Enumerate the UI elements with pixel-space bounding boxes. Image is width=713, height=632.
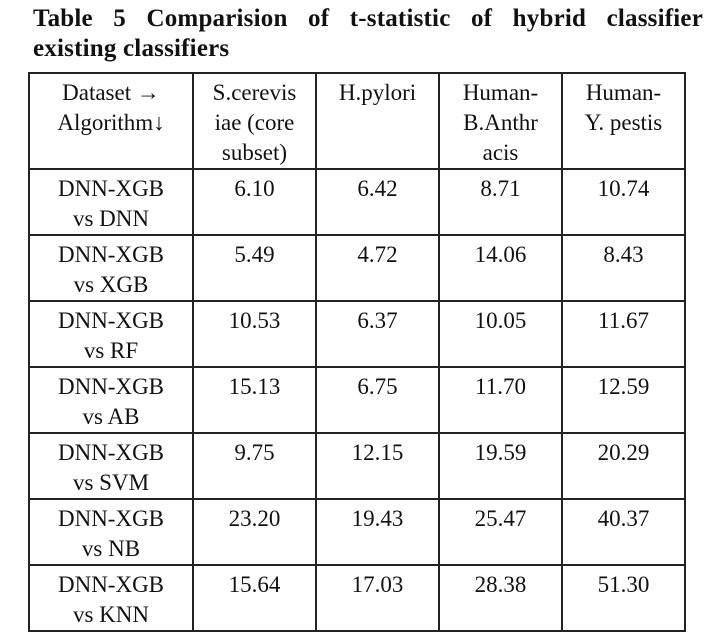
cell-value: 6.37 (315, 300, 440, 368)
cell-value: 19.43 (315, 498, 440, 566)
cell-algorithm: DNN-XGB vs DNN (28, 168, 194, 236)
cell-value: 10.53 (192, 300, 317, 368)
cell-value: 6.10 (192, 168, 317, 236)
cell-value: 8.71 (438, 168, 563, 236)
table-row: DNN-XGB vs SVM 9.75 12.15 19.59 20.29 (28, 432, 686, 500)
table-row: DNN-XGB vs XGB 5.49 4.72 14.06 8.43 (28, 234, 686, 302)
cell-value: 40.37 (561, 498, 686, 566)
table-row: DNN-XGB vs RF 10.53 6.37 10.05 11.67 (28, 300, 686, 368)
cell-value: 12.15 (315, 432, 440, 500)
cell-value: 8.43 (561, 234, 686, 302)
cell-value: 20.29 (561, 432, 686, 500)
cell-value: 28.38 (438, 564, 563, 632)
cell-algorithm: DNN-XGB vs AB (28, 366, 194, 434)
cell-value: 17.03 (315, 564, 440, 632)
cell-value: 11.67 (561, 300, 686, 368)
header-row: Dataset → Algorithm↓ S.cerevis iae (core… (28, 72, 686, 170)
cell-value: 14.06 (438, 234, 563, 302)
cell-algorithm: DNN-XGB vs SVM (28, 432, 194, 500)
table-row: DNN-XGB vs NB 23.20 19.43 25.47 40.37 (28, 498, 686, 566)
table-row: DNN-XGB vs AB 15.13 6.75 11.70 12.59 (28, 366, 686, 434)
cell-value: 23.20 (192, 498, 317, 566)
cell-value: 10.05 (438, 300, 563, 368)
column-header-human-y-pestis: Human- Y. pestis (561, 72, 686, 170)
cell-value: 4.72 (315, 234, 440, 302)
cell-value: 15.64 (192, 564, 317, 632)
cell-value: 6.75 (315, 366, 440, 434)
column-header-s-cerevisiae: S.cerevis iae (core subset) (192, 72, 317, 170)
cell-value: 5.49 (192, 234, 317, 302)
cell-value: 12.59 (561, 366, 686, 434)
column-header-h-pylori: H.pylori (315, 72, 440, 170)
cell-value: 6.42 (315, 168, 440, 236)
table-row: DNN-XGB vs KNN 15.64 17.03 28.38 51.30 (28, 564, 686, 632)
table-body: DNN-XGB vs DNN 6.10 6.42 8.71 10.74 DNN-XGB v… (28, 168, 686, 632)
cell-value: 10.74 (561, 168, 686, 236)
table-header: Dataset → Algorithm↓ S.cerevis iae (core… (28, 72, 686, 170)
cell-value: 15.13 (192, 366, 317, 434)
cell-value: 19.59 (438, 432, 563, 500)
column-header-human-b-anthracis: Human- B.Anthr acis (438, 72, 563, 170)
table-caption-line2: existing classifiers (33, 35, 230, 62)
table-caption-line1: Table 5 Comparision of t-statistic of hy… (33, 5, 703, 32)
t-statistic-table: Dataset → Algorithm↓ S.cerevis iae (core… (28, 72, 686, 632)
cell-algorithm: DNN-XGB vs NB (28, 498, 194, 566)
table-row: DNN-XGB vs DNN 6.10 6.42 8.71 10.74 (28, 168, 686, 236)
column-header-dataset-algorithm: Dataset → Algorithm↓ (28, 72, 194, 170)
cell-value: 11.70 (438, 366, 563, 434)
cell-algorithm: DNN-XGB vs RF (28, 300, 194, 368)
cell-value: 51.30 (561, 564, 686, 632)
cell-algorithm: DNN-XGB vs XGB (28, 234, 194, 302)
cell-value: 25.47 (438, 498, 563, 566)
cell-value: 9.75 (192, 432, 317, 500)
table-caption: Table 5 Comparision of t-statistic of hy… (33, 4, 703, 64)
cell-algorithm: DNN-XGB vs KNN (28, 564, 194, 632)
